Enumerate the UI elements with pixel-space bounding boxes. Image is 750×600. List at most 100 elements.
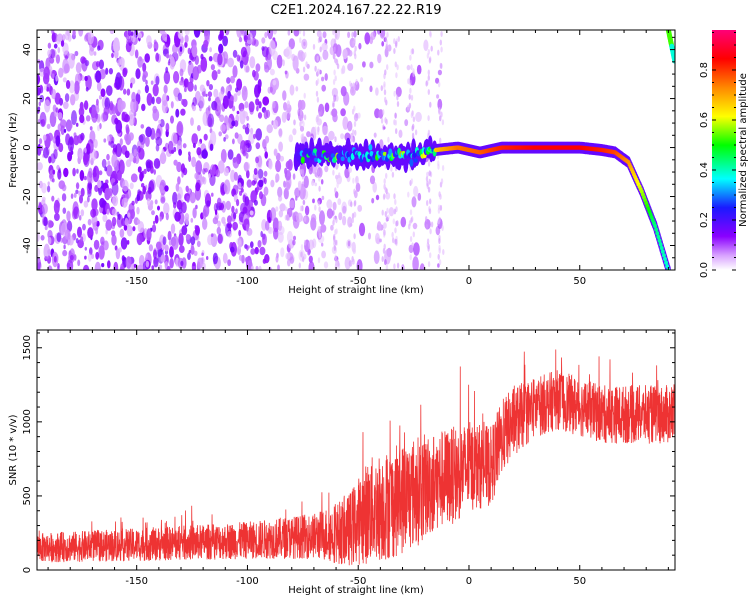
noise-speckle: [335, 261, 339, 268]
noise-speckle: [84, 255, 87, 260]
noise-speckle: [427, 74, 430, 81]
noise-speckle: [97, 45, 101, 51]
x-tick-label: -50: [350, 576, 366, 587]
noise-speckle: [310, 213, 317, 223]
noise-speckle: [342, 215, 347, 226]
noise-speckle: [255, 142, 261, 150]
noise-speckle: [411, 196, 417, 208]
noise-speckle: [144, 53, 150, 63]
noise-speckle: [178, 245, 185, 254]
noise-speckle: [191, 133, 198, 145]
noise-speckle: [406, 64, 411, 71]
noise-speckle: [78, 190, 82, 196]
noise-speckle: [113, 37, 120, 54]
noise-speckle: [293, 119, 296, 126]
noise-speckle: [342, 205, 347, 214]
noise-speckle: [317, 229, 320, 236]
noise-speckle: [163, 202, 170, 215]
noise-speckle: [175, 183, 180, 192]
noise-speckle: [124, 133, 129, 142]
noise-speckle: [265, 109, 271, 118]
noise-speckle: [103, 106, 110, 116]
noise-speckle: [377, 53, 382, 64]
noise-speckle: [410, 64, 413, 71]
noise-speckle: [308, 261, 315, 270]
noise-speckle: [333, 38, 337, 45]
noise-speckle: [295, 86, 299, 92]
noise-speckle: [298, 182, 302, 191]
noise-speckle: [369, 175, 376, 185]
noise-speckle: [136, 233, 143, 246]
noise-speckle: [350, 40, 353, 47]
noise-speckle: [200, 53, 204, 60]
noise-speckle: [303, 239, 307, 246]
noise-speckle: [427, 115, 430, 122]
noise-speckle: [264, 135, 270, 144]
noise-speckle: [314, 126, 317, 133]
noise-speckle: [436, 94, 440, 99]
noise-speckle: [189, 192, 196, 204]
noise-speckle: [61, 193, 67, 202]
noise-speckle: [72, 30, 76, 37]
spectrogram-xlabel: Height of straight line (km): [288, 285, 424, 296]
noise-speckle: [441, 119, 445, 126]
noise-speckle: [360, 77, 364, 83]
noise-speckle: [84, 75, 88, 82]
noise-speckle: [340, 133, 345, 140]
noise-speckle: [357, 204, 363, 212]
noise-speckle: [83, 264, 90, 270]
noise-speckle: [102, 214, 108, 223]
noise-speckle: [332, 210, 335, 216]
y-tick-label: 1500: [22, 335, 33, 360]
noise-speckle: [126, 225, 133, 237]
noise-speckle: [382, 124, 385, 131]
noise-speckle: [311, 180, 315, 186]
noise-speckle: [285, 206, 288, 212]
noise-speckle: [249, 56, 256, 69]
ridge-cell: [334, 148, 339, 154]
noise-speckle: [312, 198, 315, 204]
noise-speckle: [37, 247, 41, 258]
noise-speckle: [353, 50, 356, 57]
noise-speckle: [122, 179, 129, 192]
noise-speckle: [353, 37, 356, 44]
noise-speckle: [426, 171, 430, 177]
noise-speckle: [195, 204, 198, 210]
noise-speckle: [210, 164, 216, 176]
noise-speckle: [53, 255, 57, 263]
noise-speckle: [294, 187, 301, 198]
figure-title: C2E1.2024.167.22.22.R19: [270, 3, 441, 18]
noise-speckle: [38, 202, 44, 214]
noise-speckle: [411, 242, 414, 249]
noise-speckle: [354, 129, 357, 136]
noise-speckle: [232, 138, 235, 145]
noise-speckle: [386, 31, 389, 38]
noise-speckle: [236, 199, 240, 207]
noise-speckle: [84, 147, 87, 154]
noise-speckle: [78, 30, 84, 37]
noise-speckle: [410, 178, 414, 185]
noise-speckle: [145, 260, 150, 268]
noise-speckle: [60, 119, 67, 129]
noise-speckle: [203, 133, 208, 141]
noise-speckle: [82, 223, 86, 231]
noise-speckle: [230, 246, 235, 253]
noise-speckle: [412, 71, 415, 78]
noise-speckle: [51, 73, 55, 79]
noise-speckle: [153, 48, 157, 52]
noise-speckle: [437, 163, 440, 170]
noise-speckle: [334, 75, 337, 82]
noise-speckle: [319, 210, 325, 226]
noise-speckle: [247, 124, 251, 129]
noise-speckle: [347, 120, 353, 132]
noise-speckle: [438, 238, 441, 244]
noise-speckle: [46, 123, 51, 130]
noise-speckle: [212, 217, 219, 225]
noise-speckle: [287, 159, 293, 171]
noise-speckle: [299, 37, 302, 44]
noise-speckle: [430, 221, 434, 228]
noise-speckle: [234, 132, 239, 139]
noise-speckle: [242, 206, 248, 214]
noise-speckle: [188, 154, 192, 162]
noise-speckle: [373, 250, 380, 264]
